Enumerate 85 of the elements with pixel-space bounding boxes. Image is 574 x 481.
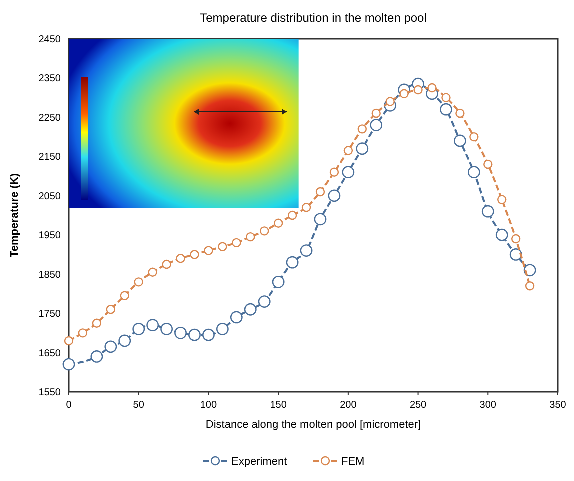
y-tick-label: 1550 — [38, 388, 62, 398]
point — [146, 319, 160, 332]
point — [232, 238, 242, 248]
point — [370, 119, 383, 132]
point — [92, 318, 102, 328]
legend-label: Experiment — [232, 456, 288, 468]
point — [330, 168, 340, 177]
point — [202, 328, 215, 342]
point — [342, 166, 355, 179]
point — [78, 328, 88, 338]
point — [316, 187, 326, 197]
point — [64, 336, 74, 346]
point — [300, 244, 313, 257]
point — [468, 166, 480, 179]
x-tick-label: 0 — [66, 400, 72, 411]
y-tick-label: 2050 — [38, 191, 62, 202]
point — [120, 291, 130, 301]
legend-label: FEM — [342, 456, 365, 468]
y-tick-label: 2450 — [38, 34, 62, 46]
x-tick-label: 200 — [340, 400, 358, 411]
point — [482, 205, 494, 218]
y-axis-title: Temperature (K) — [9, 173, 21, 258]
point — [302, 203, 312, 212]
point — [188, 328, 201, 342]
point — [442, 93, 451, 102]
point — [524, 264, 536, 277]
point — [258, 296, 271, 308]
point — [511, 234, 521, 244]
point — [160, 323, 173, 336]
point — [104, 340, 118, 354]
y-tick-label: 1950 — [38, 230, 62, 242]
point — [246, 232, 256, 242]
point — [148, 268, 158, 277]
point — [230, 311, 243, 324]
point — [132, 323, 146, 336]
point — [90, 350, 104, 363]
point — [118, 334, 132, 348]
point — [414, 85, 423, 95]
x-tick-label: 250 — [410, 400, 428, 411]
point — [218, 242, 228, 252]
point — [484, 160, 493, 170]
point — [314, 213, 327, 226]
point — [286, 256, 299, 269]
point — [344, 146, 354, 156]
point — [498, 195, 507, 204]
point — [428, 83, 437, 93]
x-tick-label: 350 — [550, 400, 567, 411]
point — [454, 134, 466, 148]
x-tick-label: 150 — [270, 400, 288, 411]
point — [328, 190, 341, 202]
y-tick-label: 2350 — [38, 74, 62, 85]
point — [272, 276, 285, 288]
point — [470, 132, 479, 142]
point — [400, 89, 409, 99]
point — [372, 108, 381, 118]
y-tick-label: 2250 — [38, 112, 62, 124]
point — [134, 278, 144, 287]
point — [525, 282, 535, 291]
point — [456, 108, 465, 118]
point — [244, 303, 257, 316]
y-tick-label: 2150 — [38, 152, 62, 164]
point — [356, 142, 369, 156]
x-axis-title: Distance along the molten pool [micrometer] — [206, 419, 422, 431]
point — [62, 358, 76, 371]
chart-title: Temperature distribution in the molten pool — [200, 11, 427, 25]
point — [358, 124, 367, 134]
x-tick-label: 100 — [200, 400, 218, 411]
point — [190, 250, 200, 260]
point — [510, 248, 522, 261]
point — [440, 103, 452, 116]
point — [176, 254, 186, 264]
y-tick-label: 1750 — [38, 309, 62, 320]
point — [496, 228, 508, 242]
point — [260, 226, 270, 236]
point — [204, 246, 214, 256]
y-tick-label: 1850 — [38, 270, 62, 281]
point — [216, 323, 229, 336]
point — [174, 326, 187, 340]
y-tick-label: 1650 — [38, 348, 62, 360]
point — [288, 210, 298, 220]
point — [162, 260, 172, 270]
x-tick-label: 50 — [133, 400, 145, 411]
x-tick-label: 300 — [480, 400, 497, 411]
point — [106, 305, 116, 314]
point — [274, 218, 284, 228]
